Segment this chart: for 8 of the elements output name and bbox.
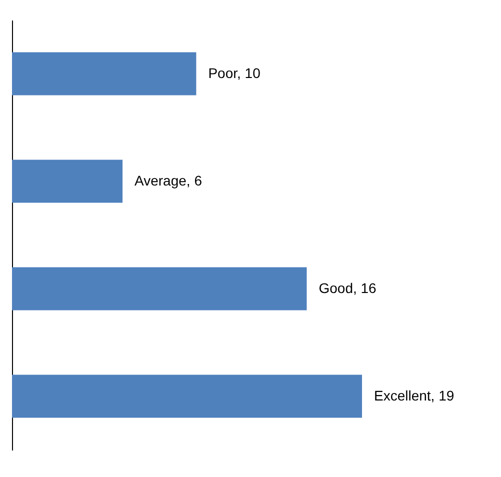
data-label: Average, 6 [134,172,202,188]
data-label: Good, 16 [318,280,377,296]
bar [12,374,362,418]
bar [12,160,123,203]
data-label: Excellent, 19 [374,387,454,404]
data-label: Poor, 10 [208,64,261,81]
bar [12,267,307,310]
bar [12,52,196,96]
